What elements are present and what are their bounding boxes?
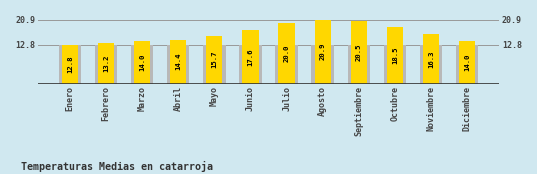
Bar — [278, 23, 295, 84]
Text: 18.5: 18.5 — [392, 47, 398, 64]
Bar — [131, 45, 154, 84]
Text: 17.6: 17.6 — [248, 48, 253, 66]
Bar — [315, 20, 331, 84]
Bar — [203, 45, 226, 84]
Text: 16.3: 16.3 — [428, 50, 434, 68]
Text: 20.9: 20.9 — [320, 43, 325, 61]
Bar — [456, 45, 478, 84]
Text: 14.4: 14.4 — [175, 53, 182, 70]
Text: 12.8: 12.8 — [67, 55, 73, 73]
Bar — [242, 30, 259, 84]
Bar — [98, 43, 114, 84]
Bar — [423, 34, 439, 84]
Bar — [240, 45, 262, 84]
Text: 14.0: 14.0 — [464, 54, 470, 71]
Bar — [134, 41, 150, 84]
Text: 20.5: 20.5 — [355, 44, 362, 61]
Bar — [206, 36, 222, 84]
Bar — [387, 27, 403, 84]
Bar — [420, 45, 442, 84]
Text: 20.0: 20.0 — [284, 44, 289, 62]
Bar — [347, 45, 370, 84]
Bar — [167, 45, 190, 84]
Bar — [351, 21, 367, 84]
Bar — [311, 45, 334, 84]
Text: 15.7: 15.7 — [212, 51, 217, 68]
Bar — [170, 40, 186, 84]
Bar — [383, 45, 406, 84]
Bar — [275, 45, 297, 84]
Bar — [95, 45, 117, 84]
Bar — [62, 45, 78, 84]
Text: 14.0: 14.0 — [139, 54, 145, 71]
Bar — [59, 45, 81, 84]
Text: 13.2: 13.2 — [103, 55, 109, 72]
Text: Temperaturas Medias en catarroja: Temperaturas Medias en catarroja — [21, 161, 214, 172]
Bar — [459, 41, 475, 84]
